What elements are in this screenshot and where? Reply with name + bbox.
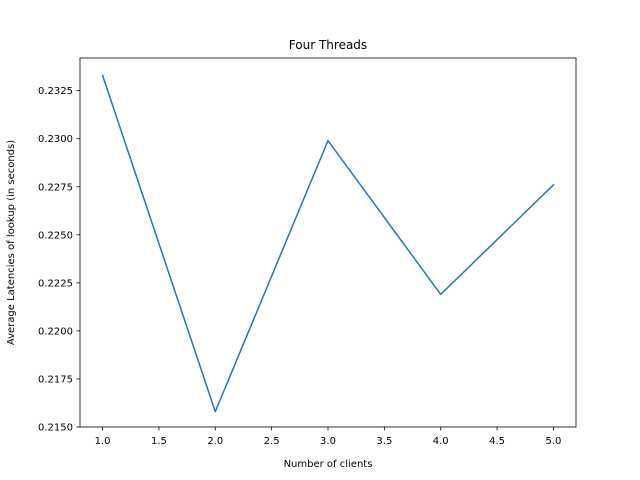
y-axis-label: Average Latencies of lookup (in seconds) — [6, 140, 17, 345]
x-tick-label: 2.5 — [264, 436, 280, 447]
y-tick-label: 0.2150 — [38, 423, 73, 434]
y-axis-ticks: 0.2150 0.2175 0.2200 0.2225 0.2250 0.2275 0.23… — [38, 86, 80, 434]
x-tick-label: 2.0 — [207, 436, 223, 447]
x-axis-label: Number of clients — [284, 459, 373, 470]
x-axis-ticks: 1.0 1.5 2.0 2.5 3.0 3.5 4.0 4.5 5.0 — [95, 427, 562, 447]
x-tick-label: 3.0 — [320, 436, 336, 447]
x-tick-label: 3.5 — [376, 436, 392, 447]
y-tick-label: 0.2325 — [38, 86, 73, 97]
series-layer — [101, 74, 555, 413]
x-tick-label: 1.5 — [151, 436, 167, 447]
x-tick-label: 4.5 — [489, 436, 505, 447]
x-tick-label: 5.0 — [546, 436, 562, 447]
chart-title: Four Threads — [289, 38, 367, 52]
plot-background — [80, 58, 576, 427]
x-tick-label: 4.0 — [433, 436, 449, 447]
y-tick-label: 0.2200 — [38, 326, 73, 337]
y-tick-label: 0.2275 — [38, 182, 73, 193]
y-tick-label: 0.2250 — [38, 230, 73, 241]
plot-frame — [79, 57, 577, 428]
y-tick-label: 0.2175 — [38, 374, 73, 385]
y-tick-label: 0.2225 — [38, 278, 73, 289]
y-tick-label: 0.2300 — [38, 134, 73, 145]
x-tick-label: 1.0 — [95, 436, 111, 447]
